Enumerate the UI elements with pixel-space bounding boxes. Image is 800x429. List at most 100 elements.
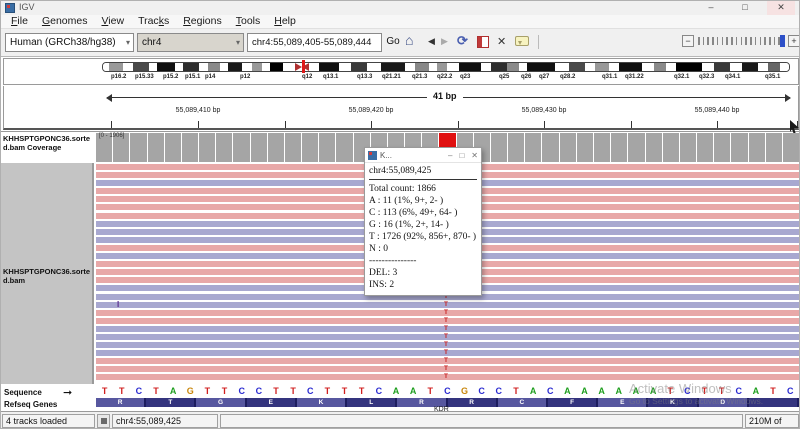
mismatch-base-t: T bbox=[444, 325, 448, 333]
tooltip-behavior-icon[interactable] bbox=[515, 36, 529, 46]
genes-track-name[interactable]: Refseq Genes bbox=[4, 400, 57, 409]
igv-window: IGV – □ ✕ FileGenomesViewTracksRegionsTo… bbox=[0, 0, 800, 429]
coverage-bar[interactable] bbox=[491, 133, 507, 162]
coverage-bar[interactable] bbox=[749, 133, 765, 162]
menu-item-view[interactable]: View bbox=[94, 15, 131, 28]
coverage-track-name[interactable]: KHHSPTGPONC36.sorted.bam Coverage bbox=[3, 134, 92, 152]
alignment-track-name[interactable]: KHHSPTGPONC36.sorted.bam bbox=[3, 267, 92, 285]
coverage-bar[interactable] bbox=[577, 133, 593, 162]
coverage-bar[interactable] bbox=[285, 133, 301, 162]
coverage-bar[interactable] bbox=[319, 133, 335, 162]
coverage-bar[interactable] bbox=[680, 133, 696, 162]
popup-close-icon[interactable]: ✕ bbox=[471, 151, 478, 160]
read-row[interactable]: T bbox=[96, 334, 799, 340]
ideogram-band bbox=[654, 63, 666, 71]
mismatch-base-t: T bbox=[444, 301, 448, 309]
coverage-bar[interactable] bbox=[148, 133, 164, 162]
ideogram-band bbox=[702, 63, 714, 71]
read-row[interactable]: T bbox=[96, 374, 799, 380]
zoom-out-button[interactable]: − bbox=[682, 35, 694, 47]
menu-item-help[interactable]: Help bbox=[267, 15, 303, 28]
menu-item-tracks[interactable]: Tracks bbox=[131, 15, 176, 28]
ideogram-band bbox=[742, 63, 758, 71]
go-button[interactable]: Go bbox=[384, 33, 402, 52]
chromosome-ideogram[interactable]: p16.2p15.33p15.2p15.1p14p12q12q13.1q13.3… bbox=[3, 58, 799, 85]
ideogram-band bbox=[319, 63, 339, 71]
read-row[interactable]: T bbox=[96, 358, 799, 364]
coverage-bar[interactable] bbox=[130, 133, 146, 162]
zoom-in-button[interactable]: + bbox=[788, 35, 800, 47]
genome-select[interactable]: Human (GRCh38/hg38) ▾ bbox=[5, 33, 134, 52]
read-row[interactable]: T bbox=[96, 318, 799, 324]
codon-box: R bbox=[448, 398, 498, 407]
home-icon[interactable]: ⌂ bbox=[405, 32, 413, 48]
coverage-bar[interactable] bbox=[560, 133, 576, 162]
ideogram-band bbox=[242, 63, 252, 71]
coverage-bar[interactable] bbox=[731, 133, 747, 162]
coverage-bar[interactable] bbox=[783, 133, 799, 162]
coverage-bar[interactable] bbox=[302, 133, 318, 162]
read-row[interactable]: T bbox=[96, 366, 799, 372]
coverage-bar[interactable] bbox=[714, 133, 730, 162]
read-row[interactable]: T bbox=[96, 326, 799, 332]
sequence-base: C bbox=[439, 385, 456, 398]
coverage-bar[interactable] bbox=[594, 133, 610, 162]
coverage-bar[interactable] bbox=[165, 133, 181, 162]
coverage-bar[interactable] bbox=[233, 133, 249, 162]
minimize-icon[interactable]: – bbox=[697, 1, 725, 15]
menu-item-tools[interactable]: Tools bbox=[229, 15, 268, 28]
zoom-slider-thumb[interactable] bbox=[780, 35, 785, 47]
tracks-loaded-status: 4 tracks loaded bbox=[2, 414, 95, 428]
menu-item-regions[interactable]: Regions bbox=[176, 15, 229, 28]
read-row[interactable]: T bbox=[96, 342, 799, 348]
read-row[interactable]: T bbox=[96, 350, 799, 356]
coverage-bar[interactable] bbox=[182, 133, 198, 162]
coverage-bar[interactable] bbox=[216, 133, 232, 162]
sequence-base: T bbox=[319, 385, 336, 398]
coverage-bar[interactable] bbox=[199, 133, 215, 162]
zoom-slider[interactable] bbox=[698, 36, 780, 46]
ideogram-band bbox=[228, 63, 242, 71]
coverage-bar[interactable] bbox=[251, 133, 267, 162]
chromosome-select[interactable]: chr4 ▾ bbox=[137, 33, 244, 52]
status-icon[interactable] bbox=[97, 414, 110, 428]
coverage-bar[interactable] bbox=[611, 133, 627, 162]
coverage-bar[interactable] bbox=[646, 133, 662, 162]
ruler-position-label: 55,089,420 bp bbox=[349, 107, 394, 114]
coverage-bar[interactable] bbox=[628, 133, 644, 162]
sequence-track-name[interactable]: Sequence bbox=[4, 388, 42, 397]
coverage-bar[interactable] bbox=[766, 133, 782, 162]
ruler-track[interactable]: 41 bp 55,089,410 bp55,089,420 bp55,089,4… bbox=[3, 86, 799, 130]
sequence-base: A bbox=[387, 385, 404, 398]
coverage-bar[interactable] bbox=[268, 133, 284, 162]
locus-input[interactable]: chr4:55,089,405-55,089,444 bbox=[247, 33, 382, 52]
resize-tracks-icon[interactable]: ✕ bbox=[497, 35, 506, 48]
ideogram-band bbox=[676, 63, 702, 71]
coverage-bar[interactable] bbox=[542, 133, 558, 162]
forward-icon[interactable]: ▶ bbox=[441, 36, 448, 47]
refresh-icon[interactable]: ⟳ bbox=[457, 33, 468, 49]
ideogram-band bbox=[309, 63, 319, 71]
define-region-icon[interactable] bbox=[477, 36, 489, 48]
close-icon[interactable]: ✕ bbox=[767, 1, 795, 15]
menu-item-file[interactable]: File bbox=[4, 15, 35, 28]
coverage-bar[interactable] bbox=[336, 133, 352, 162]
band-label: q13.1 bbox=[323, 74, 338, 80]
ideogram-band bbox=[768, 63, 780, 71]
coverage-bar[interactable] bbox=[697, 133, 713, 162]
sequence-strand-arrow-icon[interactable]: ➞ bbox=[63, 386, 72, 399]
menu-item-genomes[interactable]: Genomes bbox=[35, 15, 95, 28]
coverage-bar[interactable] bbox=[663, 133, 679, 162]
coverage-bar[interactable] bbox=[525, 133, 541, 162]
ideogram-band bbox=[133, 63, 149, 71]
popup-title-bar[interactable]: K... – □ ✕ bbox=[365, 148, 481, 163]
band-label: q32.1 bbox=[674, 74, 689, 80]
read-row[interactable]: TI bbox=[96, 302, 799, 308]
back-icon[interactable]: ◀ bbox=[428, 36, 435, 47]
coverage-bar[interactable] bbox=[508, 133, 524, 162]
popup-maximize-icon[interactable]: □ bbox=[459, 151, 464, 160]
read-row[interactable]: T bbox=[96, 310, 799, 316]
popup-minimize-icon[interactable]: – bbox=[448, 151, 452, 160]
maximize-icon[interactable]: □ bbox=[731, 1, 759, 15]
chevron-down-icon: ▾ bbox=[236, 34, 240, 51]
